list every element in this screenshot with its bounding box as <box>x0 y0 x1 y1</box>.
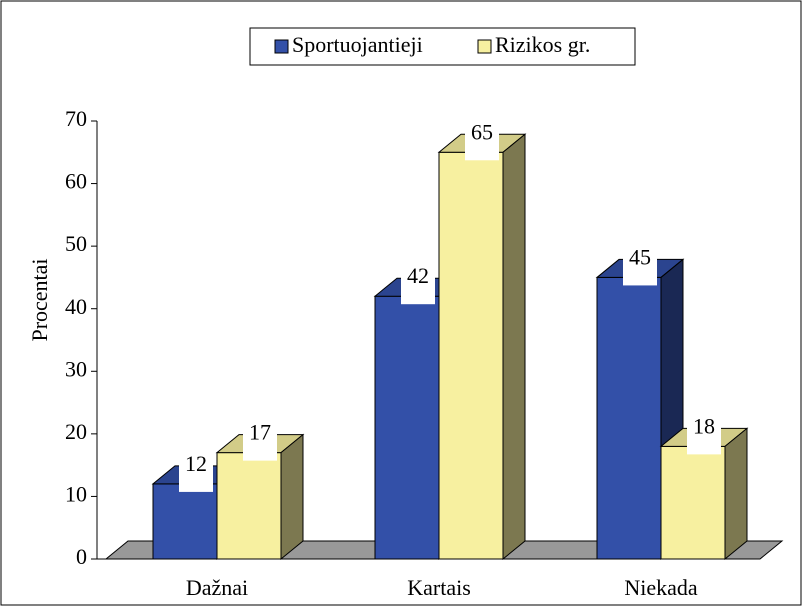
value-label-bg <box>465 122 499 161</box>
legend-label: Sportuojantieji <box>292 32 423 57</box>
value-label: 18 <box>693 413 715 438</box>
x-tick-label: Dažnai <box>186 575 248 600</box>
legend-box <box>249 27 636 66</box>
value-label: 12 <box>185 451 207 476</box>
legend-label: Rizikos gr. <box>495 32 590 57</box>
y-tick-label: 0 <box>76 544 87 569</box>
value-label-bg <box>623 247 657 286</box>
y-axis-label: Procentai <box>27 258 52 341</box>
value-label-bg <box>179 453 213 492</box>
y-tick-label: 40 <box>65 294 87 319</box>
bar <box>216 452 282 560</box>
y-tick-label: 20 <box>65 419 87 444</box>
y-tick-label: 70 <box>65 106 87 131</box>
value-label-bg <box>687 416 721 455</box>
y-tick-label: 50 <box>65 231 87 256</box>
value-label: 65 <box>471 119 493 144</box>
legend-swatch <box>274 39 289 54</box>
y-tick-label: 30 <box>65 356 87 381</box>
legend-swatch <box>477 39 492 54</box>
value-label-bg <box>401 266 435 305</box>
value-label: 45 <box>629 244 651 269</box>
bar-side <box>280 433 304 561</box>
bar <box>438 151 504 560</box>
bar <box>152 483 218 560</box>
bar <box>596 276 662 560</box>
bar-side <box>724 427 748 561</box>
bar <box>374 295 440 560</box>
bar-side <box>502 133 526 561</box>
value-label-bg <box>243 422 277 461</box>
x-tick-label: Kartais <box>407 575 471 600</box>
y-tick-label: 10 <box>65 481 87 506</box>
value-label: 42 <box>407 263 429 288</box>
y-tick-label: 60 <box>65 169 87 194</box>
bar <box>660 445 726 560</box>
x-tick-label: Niekada <box>624 575 698 600</box>
value-label: 17 <box>249 420 271 445</box>
